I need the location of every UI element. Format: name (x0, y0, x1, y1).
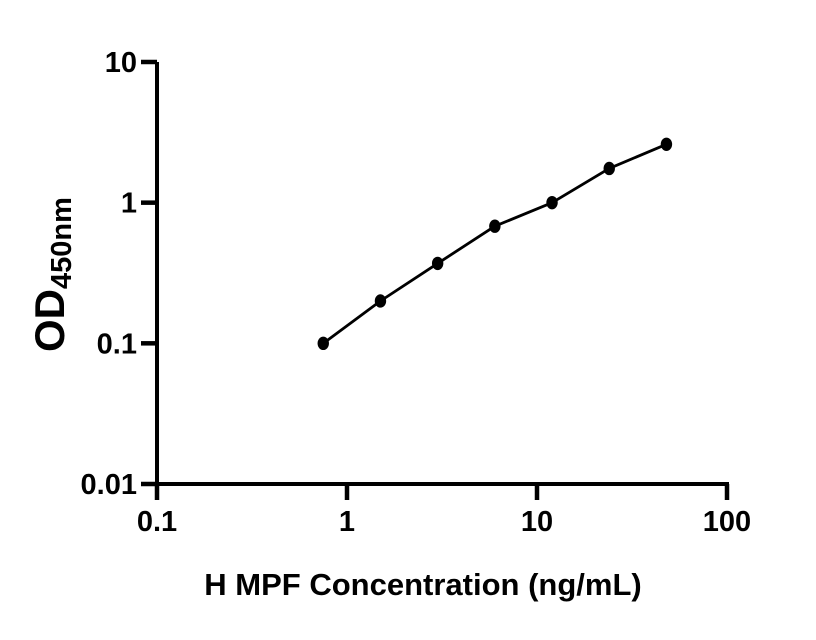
data-series (317, 137, 673, 351)
y-axis-title-main: OD (26, 289, 73, 352)
standard-curve-line (322, 142, 667, 345)
axis-spines (155, 62, 729, 486)
x-axis-title: H MPF Concentration (ng/mL) (204, 567, 641, 602)
y-axis-title-subscript: 450nm (46, 197, 78, 289)
data-point (317, 336, 329, 351)
x-tick-label: 100 (703, 506, 751, 538)
y-tick-label: 0.01 (81, 469, 137, 501)
data-point (603, 161, 615, 176)
x-tick-label: 10 (521, 506, 553, 538)
data-point (546, 195, 558, 210)
data-point (431, 256, 444, 271)
x-axis-ticks: 0.1 1 10 100 (137, 484, 751, 538)
data-point (489, 219, 501, 233)
y-axis-title: OD450nm (26, 197, 78, 352)
x-tick-label: 1 (339, 506, 355, 538)
y-tick-label: 0.1 (97, 328, 137, 360)
y-tick-label: 10 (105, 47, 137, 79)
x-tick-label: 0.1 (137, 506, 177, 538)
data-point (660, 137, 673, 151)
y-axis-ticks: 0.01 0.1 1 10 (81, 47, 157, 501)
y-tick-label: 1 (121, 188, 137, 220)
data-point (374, 294, 387, 308)
